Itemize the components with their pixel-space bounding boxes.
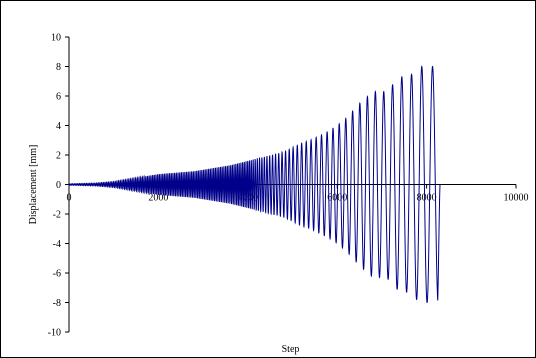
x-tick-label: 8000 <box>417 193 437 204</box>
y-tick-label: 10 <box>51 33 61 44</box>
y-tick-label: -8 <box>53 298 61 309</box>
x-tick-label: 10000 <box>504 193 529 204</box>
y-tick-label: 0 <box>56 180 61 191</box>
y-tick-label: 8 <box>56 62 61 73</box>
y-tick-label: 4 <box>56 121 61 132</box>
x-tick-label: 2000 <box>148 193 168 204</box>
y-tick-label: -6 <box>53 269 61 280</box>
displacement-series-line <box>68 65 441 304</box>
y-ticks: -10 -8 -6 -4 -2 0 2 4 6 8 10 <box>48 33 69 339</box>
y-tick-label: -10 <box>48 328 61 339</box>
y-tick-label: -4 <box>53 239 61 250</box>
y-axis-title: Displacement [mm] <box>28 145 39 225</box>
y-axis: -10 -8 -6 -4 -2 0 2 4 6 8 10 <box>48 33 70 339</box>
x-axis-title: Step <box>282 344 300 355</box>
x-tick-label: 0 <box>67 193 72 204</box>
y-tick-label: 2 <box>56 151 61 162</box>
y-tick-label: -2 <box>53 210 61 221</box>
y-tick-label: 6 <box>56 92 61 103</box>
